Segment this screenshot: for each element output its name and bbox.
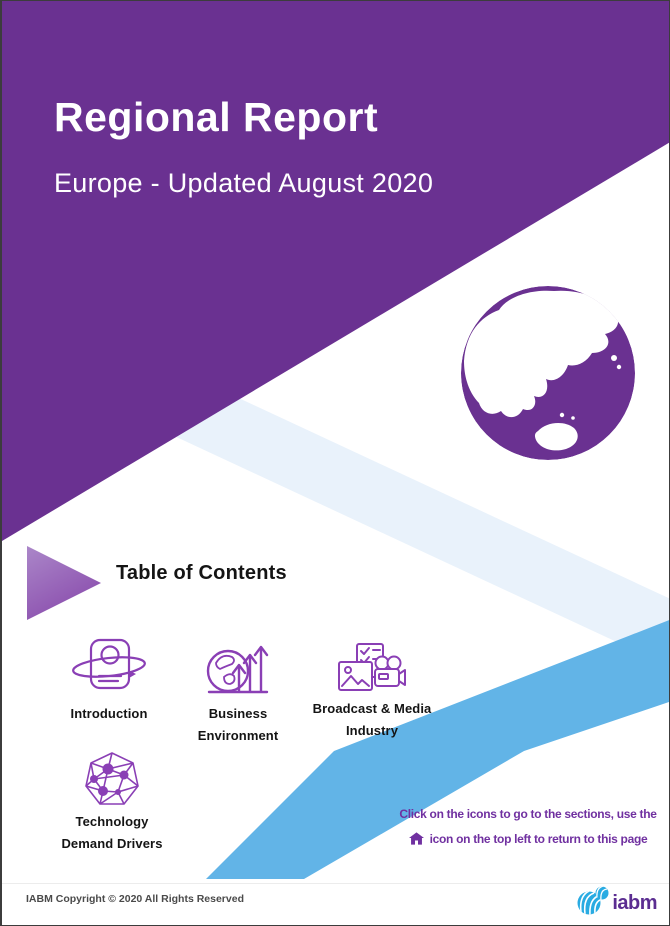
toc-label-line: Environment: [197, 728, 279, 743]
globe-growth-icon: [206, 645, 269, 694]
media-production-icon: [338, 643, 406, 691]
navigation-hint: Click on the icons to go to the sections…: [378, 807, 669, 846]
id-card-orbit-icon: [72, 638, 146, 690]
toc-item-business-environment[interactable]: Business Environment: [173, 641, 303, 747]
globe-icon: [461, 286, 635, 460]
hint-line-1: Click on the icons to go to the sections…: [399, 807, 657, 821]
toc-item-introduction[interactable]: Introduction: [39, 637, 179, 725]
iabm-logo: iabm: [577, 884, 657, 916]
copyright-text: IABM Copyright © 2020 All Rights Reserve…: [26, 893, 244, 905]
hint-line-2: icon on the top left to return to this p…: [378, 832, 669, 846]
toc-label-line: Demand Drivers: [61, 836, 163, 851]
iabm-logo-mark-icon: [577, 886, 609, 915]
hint-line-2-text: icon on the top left to return to this p…: [429, 832, 648, 846]
toc-label-line: Introduction: [70, 706, 148, 721]
purple-header-shape: [2, 1, 669, 541]
page-subtitle: Europe - Updated August 2020: [54, 168, 434, 198]
toc-label-line: Business: [208, 706, 268, 721]
toc-item-technology-demand-drivers[interactable]: Technology Demand Drivers: [42, 751, 182, 855]
footer-divider: [2, 883, 669, 884]
toc-label-line: Technology: [75, 814, 149, 829]
network-mesh-icon: [85, 752, 139, 805]
toc-heading: Table of Contents: [116, 562, 287, 584]
toc-label-line: Broadcast & Media: [312, 701, 432, 716]
page-title: Regional Report: [54, 94, 379, 140]
iabm-logo-text: iabm: [612, 892, 657, 914]
toc-label-line: Industry: [345, 723, 399, 738]
toc-arrow-icon: [27, 546, 101, 620]
home-icon: [408, 832, 424, 845]
toc-item-broadcast-media-industry[interactable]: Broadcast & Media Industry: [297, 642, 447, 742]
pale-blue-stripe: [142, 353, 669, 667]
blue-stripe: [206, 620, 669, 879]
